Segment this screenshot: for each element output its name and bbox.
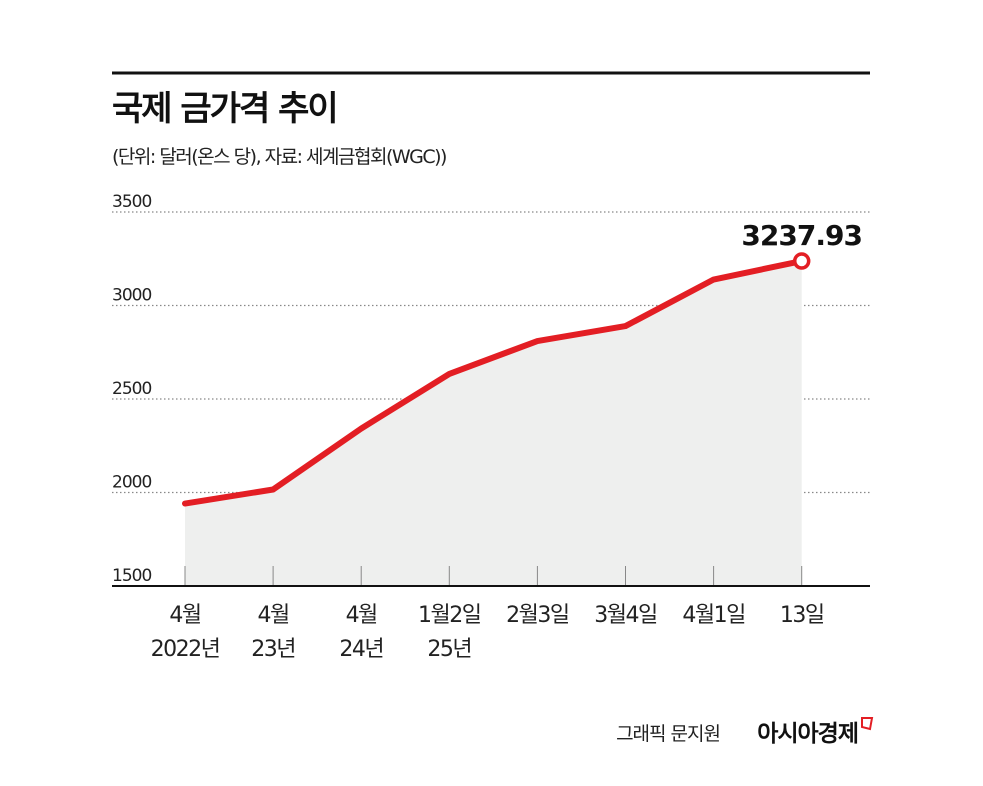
x-tick-label: 4월 <box>257 603 288 628</box>
x-tick-label: 13일 <box>780 603 824 628</box>
price-line <box>182 258 805 507</box>
x-tick-label: 4월1일 <box>682 603 745 628</box>
y-tick-label: 3000 <box>112 286 151 306</box>
brand-mark-icon <box>861 717 874 731</box>
x-tick-label: 4월 <box>169 603 200 628</box>
y-tick-label: 1500 <box>112 566 151 586</box>
x-tick-label: 3월4일 <box>594 603 657 628</box>
brand-logo: 아시아경제 <box>757 721 858 747</box>
x-tick-label: 4월 <box>346 603 377 628</box>
chart-subtitle: (단위: 달러(온스 당), 자료: 세계금협회(WGC)) <box>112 146 446 168</box>
x-tick-label: 2월3일 <box>506 603 569 628</box>
area-fill <box>185 261 802 586</box>
x-tick-label: 23년 <box>251 637 295 662</box>
x-tick-label: 1월2일 <box>418 603 481 628</box>
credit: 그래픽 문지원 <box>616 723 720 745</box>
x-tick-label: 2022년 <box>151 637 220 662</box>
chart-title: 국제 금가격 추이 <box>112 89 337 129</box>
last-value-label: 3237.93 <box>741 219 862 252</box>
x-tick-label: 25년 <box>427 637 471 662</box>
x-tick-label: 24년 <box>339 637 383 662</box>
last-point-marker <box>792 252 811 270</box>
y-tick-label: 3500 <box>112 192 151 212</box>
y-tick-label: 2000 <box>112 473 151 493</box>
y-tick-label: 2500 <box>112 379 151 399</box>
